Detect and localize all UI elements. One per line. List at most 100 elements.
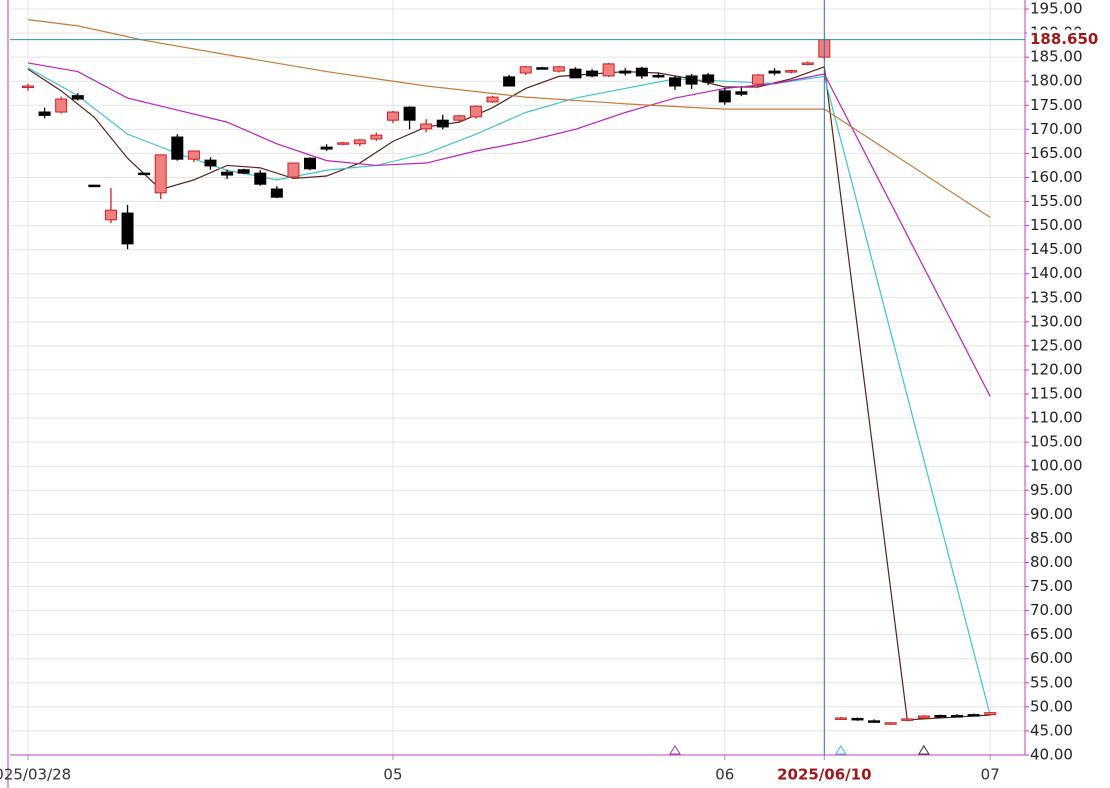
candle-body [38,111,51,116]
y-tick-label: 60.00 [1030,649,1073,667]
candle-body [768,70,781,74]
candle-body [22,85,34,89]
candle-body [751,74,764,85]
x-tick-label: 06 [715,766,734,784]
candle-body [834,717,847,720]
y-tick-label: 135.00 [1030,288,1083,306]
candle-body [519,66,532,74]
y-tick-label: 80.00 [1030,553,1073,571]
y-tick-label: 110.00 [1030,409,1083,427]
signal-marker [835,745,847,755]
candle-body [619,70,632,74]
y-tick-label: 125.00 [1030,336,1083,354]
ma-line [27,19,991,218]
candle-body [917,715,930,719]
candle-body [353,139,366,145]
ma-line [27,67,991,716]
y-tick-label: 50.00 [1030,697,1073,715]
candle-body [221,171,234,176]
y-tick-label: 40.00 [1030,746,1073,764]
x-tick-label: 2025/06/10 [777,766,871,784]
y-tick-label: 185.00 [1030,48,1083,66]
y-tick-label: 175.00 [1030,96,1083,114]
candle-body [254,172,267,185]
y-tick-label: 70.00 [1030,601,1073,619]
candle-body [984,712,997,716]
candle-body [204,159,217,167]
candle-body [337,142,350,145]
y-tick-label: 105.00 [1030,433,1083,451]
candle-body [436,119,449,128]
candle-body [420,123,433,130]
candle-body [685,75,698,85]
candle-body [403,106,416,121]
candle-body [934,715,947,718]
candle-body [552,66,565,72]
crosshair-label-bg [1027,29,1109,50]
y-tick-label: 195.00 [1030,0,1083,18]
candle-body [602,63,615,77]
y-tick-label: 90.00 [1030,505,1073,523]
y-tick-label: 160.00 [1030,168,1083,186]
ma-line [27,62,991,397]
candle-body [785,70,798,73]
candle-body [71,95,84,100]
candle-body [586,70,599,77]
candle-body [735,91,748,95]
y-tick-label: 85.00 [1030,529,1073,547]
candle-body [503,76,516,87]
candle-body [287,162,300,178]
candle-body [702,74,715,83]
candle-body [851,717,864,721]
y-tick-label: 55.00 [1030,673,1073,691]
crosshair-label: 188.650 [1030,30,1098,48]
candle-body [270,188,283,198]
candle-body [951,715,964,718]
y-tick-label: 130.00 [1030,312,1083,330]
y-tick-label: 150.00 [1030,216,1083,234]
candle-body [536,67,549,70]
candle-body [569,68,582,79]
candle-body [669,77,682,87]
y-tick-label: 75.00 [1030,577,1073,595]
candle-body [237,169,250,174]
candle-body [486,96,499,103]
signal-marker [917,745,930,755]
candle-body [320,146,333,150]
y-tick-label: 140.00 [1030,264,1083,282]
candle-body [635,67,648,77]
candle-body [652,74,665,78]
candle-body [469,105,482,118]
y-tick-label: 180.00 [1030,72,1083,90]
y-tick-label: 95.00 [1030,481,1073,499]
candle-body [88,184,101,188]
candle-body [386,111,399,121]
candle-body [154,154,167,194]
candle-body [801,62,814,65]
candle-body [138,172,151,176]
candle-body [718,90,731,103]
y-tick-label: 155.00 [1030,192,1083,210]
y-tick-label: 115.00 [1030,385,1083,403]
y-tick-label: 45.00 [1030,721,1073,739]
candle-body [171,136,184,160]
candle-body [104,209,117,221]
y-tick-label: 165.00 [1030,144,1083,162]
candle-body [901,718,914,721]
y-tick-label: 170.00 [1030,120,1083,138]
candle-body [967,714,980,717]
y-tick-label: 65.00 [1030,625,1073,643]
candle-body [55,98,68,113]
candle-body [884,722,897,725]
candle-body [187,150,200,160]
candle-body [121,212,134,245]
y-tick-label: 100.00 [1030,457,1083,475]
x-tick-label: 07 [981,766,1000,784]
candle-body [370,134,383,140]
candle-body [304,157,317,170]
y-tick-label: 120.00 [1030,360,1083,378]
candle-body [453,115,466,121]
x-tick-label: 05 [383,766,402,784]
candle-body [868,720,881,723]
